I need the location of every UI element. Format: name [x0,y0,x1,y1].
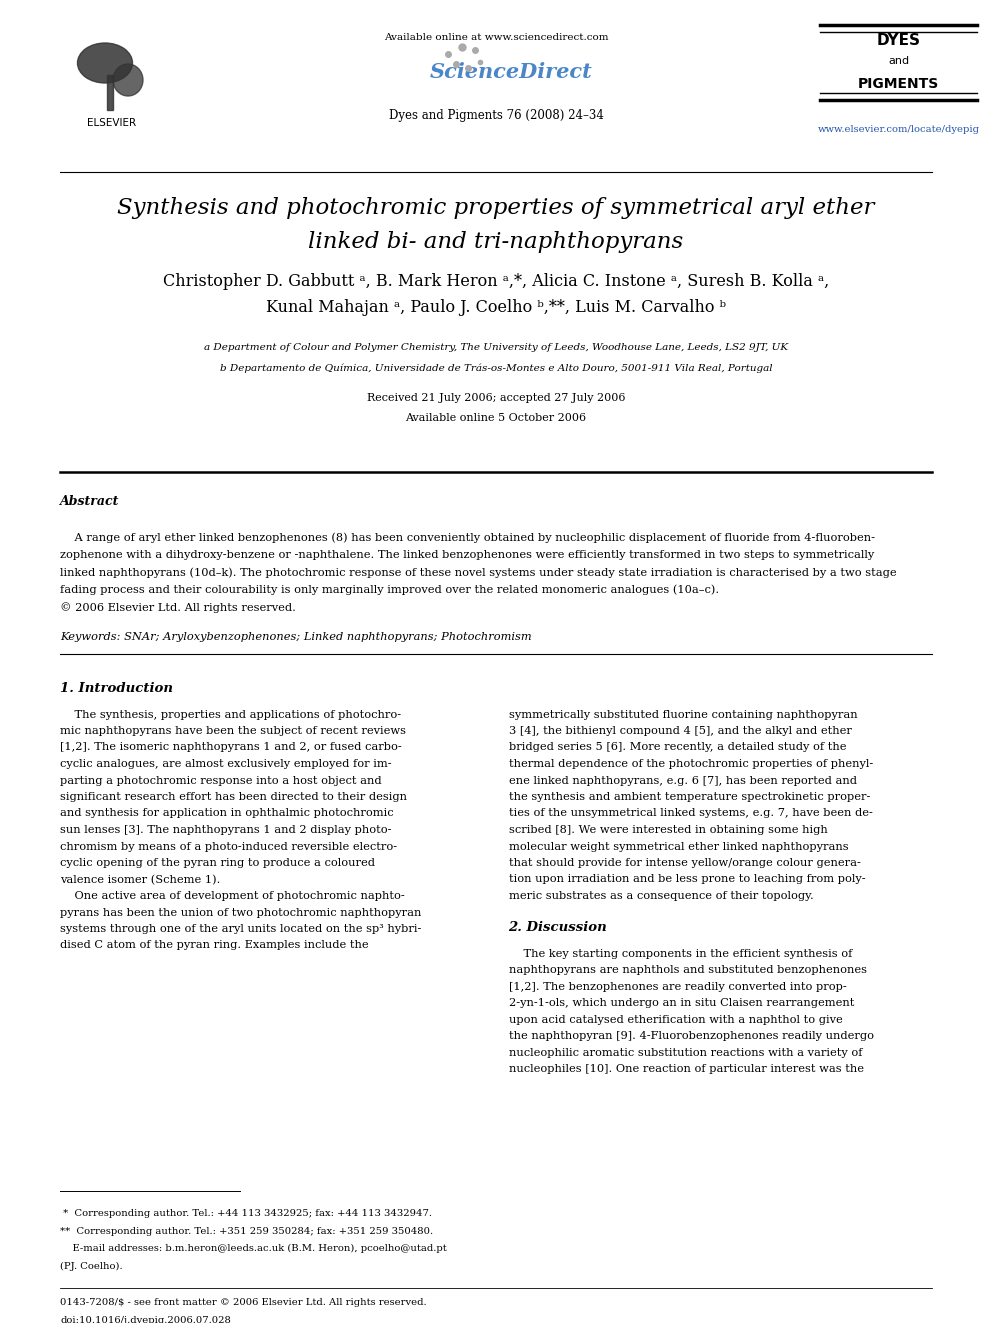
Text: linked naphthopyrans (10d–k). The photochromic response of these novel systems u: linked naphthopyrans (10d–k). The photoc… [60,568,897,578]
Text: Synthesis and photochromic properties of symmetrical aryl ether: Synthesis and photochromic properties of… [117,197,875,220]
Text: Available online at www.sciencedirect.com: Available online at www.sciencedirect.co… [384,33,608,42]
Ellipse shape [77,44,133,83]
Text: scribed [8]. We were interested in obtaining some high: scribed [8]. We were interested in obtai… [509,826,827,835]
Text: linked bi- and tri-naphthopyrans: linked bi- and tri-naphthopyrans [309,232,683,253]
Text: *  Corresponding author. Tel.: +44 113 3432925; fax: +44 113 3432947.: * Corresponding author. Tel.: +44 113 34… [60,1209,432,1218]
Text: zophenone with a dihydroxy-benzene or -naphthalene. The linked benzophenones wer: zophenone with a dihydroxy-benzene or -n… [60,549,874,560]
Text: Dyes and Pigments 76 (2008) 24–34: Dyes and Pigments 76 (2008) 24–34 [389,108,603,122]
Text: fading process and their colourability is only marginally improved over the rela: fading process and their colourability i… [60,585,719,595]
Text: and synthesis for application in ophthalmic photochromic: and synthesis for application in ophthal… [60,808,394,819]
Text: DYES: DYES [877,33,921,48]
Text: 3 [4], the bithienyl compound 4 [5], and the alkyl and ether: 3 [4], the bithienyl compound 4 [5], and… [509,726,851,736]
Text: **  Corresponding author. Tel.: +351 259 350284; fax: +351 259 350480.: ** Corresponding author. Tel.: +351 259 … [60,1226,434,1236]
Text: mic naphthopyrans have been the subject of recent reviews: mic naphthopyrans have been the subject … [60,726,406,736]
Text: valence isomer (Scheme 1).: valence isomer (Scheme 1). [60,875,220,885]
Text: dised C atom of the pyran ring. Examples include the: dised C atom of the pyran ring. Examples… [60,941,369,950]
Text: bridged series 5 [6]. More recently, a detailed study of the: bridged series 5 [6]. More recently, a d… [509,742,846,753]
Text: doi:10.1016/j.dyepig.2006.07.028: doi:10.1016/j.dyepig.2006.07.028 [60,1316,231,1323]
Text: the naphthopyran [9]. 4-Fluorobenzophenones readily undergo: the naphthopyran [9]. 4-Fluorobenzopheno… [509,1031,874,1041]
Text: cyclic opening of the pyran ring to produce a coloured: cyclic opening of the pyran ring to prod… [60,859,375,868]
Text: Keywords: SNAr; Aryloxybenzophenones; Linked naphthopyrans; Photochromism: Keywords: SNAr; Aryloxybenzophenones; Li… [60,631,532,642]
Text: [1,2]. The benzophenones are readily converted into prop-: [1,2]. The benzophenones are readily con… [509,982,846,992]
Text: Christopher D. Gabbutt ᵃ, B. Mark Heron ᵃ,*, Alicia C. Instone ᵃ, Suresh B. Koll: Christopher D. Gabbutt ᵃ, B. Mark Heron … [163,274,829,291]
Text: Kunal Mahajan ᵃ, Paulo J. Coelho ᵇ,**, Luis M. Carvalho ᵇ: Kunal Mahajan ᵃ, Paulo J. Coelho ᵇ,**, L… [266,299,726,316]
Text: Available online 5 October 2006: Available online 5 October 2006 [406,413,586,423]
Bar [107,75,113,110]
Text: [1,2]. The isomeric naphthopyrans 1 and 2, or fused carbo-: [1,2]. The isomeric naphthopyrans 1 and … [60,742,402,753]
Text: sun lenses [3]. The naphthopyrans 1 and 2 display photo-: sun lenses [3]. The naphthopyrans 1 and … [60,826,392,835]
Text: molecular weight symmetrical ether linked naphthopyrans: molecular weight symmetrical ether linke… [509,841,848,852]
Text: naphthopyrans are naphthols and substituted benzophenones: naphthopyrans are naphthols and substitu… [509,966,866,975]
Text: 1. Introduction: 1. Introduction [60,681,173,695]
Text: ties of the unsymmetrical linked systems, e.g. 7, have been de-: ties of the unsymmetrical linked systems… [509,808,872,819]
Text: systems through one of the aryl units located on the sp³ hybri-: systems through one of the aryl units lo… [60,923,422,934]
Text: symmetrically substituted fluorine containing naphthopyran: symmetrically substituted fluorine conta… [509,709,857,720]
Text: chromism by means of a photo-induced reversible electro-: chromism by means of a photo-induced rev… [60,841,397,852]
Text: and: and [888,56,909,66]
Text: 2. Discussion: 2. Discussion [509,921,607,934]
Text: a Department of Colour and Polymer Chemistry, The University of Leeds, Woodhouse: a Department of Colour and Polymer Chemi… [204,344,788,352]
Text: 2-yn-1-ols, which undergo an in situ Claisen rearrangement: 2-yn-1-ols, which undergo an in situ Cla… [509,998,854,1008]
Text: © 2006 Elsevier Ltd. All rights reserved.: © 2006 Elsevier Ltd. All rights reserved… [60,602,296,613]
Text: PIGMENTS: PIGMENTS [858,78,939,91]
Text: thermal dependence of the photochromic properties of phenyl-: thermal dependence of the photochromic p… [509,759,873,769]
Text: www.elsevier.com/locate/dyepig: www.elsevier.com/locate/dyepig [817,126,979,135]
Text: (PJ. Coelho).: (PJ. Coelho). [60,1262,123,1270]
Text: nucleophilic aromatic substitution reactions with a variety of: nucleophilic aromatic substitution react… [509,1048,862,1057]
Text: the synthesis and ambient temperature spectrokinetic proper-: the synthesis and ambient temperature sp… [509,792,870,802]
Text: E-mail addresses: b.m.heron@leeds.ac.uk (B.M. Heron), pcoelho@utad.pt: E-mail addresses: b.m.heron@leeds.ac.uk … [60,1244,446,1253]
Text: The key starting components in the efficient synthesis of: The key starting components in the effic… [509,949,852,959]
Text: A range of aryl ether linked benzophenones (8) has been conveniently obtained by: A range of aryl ether linked benzophenon… [60,532,875,542]
Text: upon acid catalysed etherification with a naphthol to give: upon acid catalysed etherification with … [509,1015,842,1025]
Text: ScienceDirect: ScienceDirect [430,62,592,82]
Text: 0143-7208/$ - see front matter © 2006 Elsevier Ltd. All rights reserved.: 0143-7208/$ - see front matter © 2006 El… [60,1298,427,1307]
Ellipse shape [113,64,143,97]
Text: One active area of development of photochromic naphto-: One active area of development of photoc… [60,890,405,901]
Text: significant research effort has been directed to their design: significant research effort has been dir… [60,792,407,802]
Text: b Departamento de Química, Universidade de Trás-os-Montes e Alto Douro, 5001-911: b Departamento de Química, Universidade … [219,364,773,373]
Text: parting a photochromic response into a host object and: parting a photochromic response into a h… [60,775,382,786]
Text: Abstract: Abstract [60,496,119,508]
Text: The synthesis, properties and applications of photochro-: The synthesis, properties and applicatio… [60,709,401,720]
Text: ene linked naphthopyrans, e.g. 6 [7], has been reported and: ene linked naphthopyrans, e.g. 6 [7], ha… [509,775,856,786]
Text: tion upon irradiation and be less prone to leaching from poly-: tion upon irradiation and be less prone … [509,875,865,885]
Text: pyrans has been the union of two photochromic naphthopyran: pyrans has been the union of two photoch… [60,908,422,917]
Text: that should provide for intense yellow/orange colour genera-: that should provide for intense yellow/o… [509,859,860,868]
Text: meric substrates as a consequence of their topology.: meric substrates as a consequence of the… [509,890,813,901]
Text: cyclic analogues, are almost exclusively employed for im-: cyclic analogues, are almost exclusively… [60,759,392,769]
Text: nucleophiles [10]. One reaction of particular interest was the: nucleophiles [10]. One reaction of parti… [509,1064,863,1074]
Text: ELSEVIER: ELSEVIER [87,118,137,128]
Text: Received 21 July 2006; accepted 27 July 2006: Received 21 July 2006; accepted 27 July … [367,393,625,404]
